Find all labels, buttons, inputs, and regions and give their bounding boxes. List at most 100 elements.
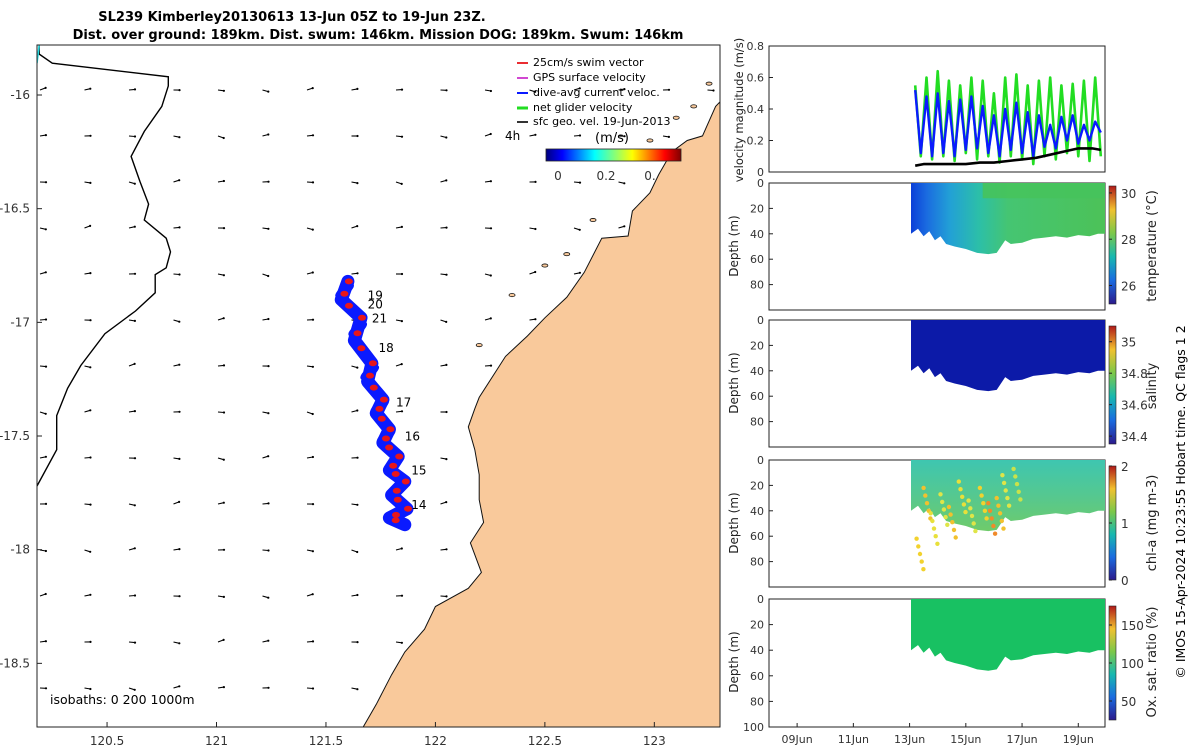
sfc-vector-head	[267, 686, 270, 689]
swim-vector	[389, 462, 398, 469]
sfc-geostrophic-vector-field	[39, 86, 715, 691]
sfc-vector-head	[89, 272, 92, 275]
sfc-vector-head	[400, 88, 404, 91]
sfc-vector-head	[133, 688, 136, 691]
depth-tick-label: 20	[750, 619, 764, 632]
temperature-colorbar-ticks: 26 28 30	[1109, 187, 1136, 293]
legend-dive-label: dive-avg current veloc.	[533, 86, 660, 99]
chl-sample	[973, 528, 978, 534]
chl-sample	[1005, 495, 1010, 501]
sfc-vector-head	[133, 88, 137, 91]
sfc-vector-head	[222, 274, 225, 277]
chl-sample	[921, 567, 926, 572]
temperature-ylabel: Depth (m)	[727, 215, 741, 276]
coastal-island	[705, 81, 713, 86]
sfc-vector-head	[489, 132, 492, 136]
speed-colorbar-tick-2: 0.	[644, 169, 655, 183]
copyright-label: © IMOS 15-Apr-2024 10:23:55 Hobart time.…	[1173, 325, 1188, 678]
sfc-vector-head	[44, 549, 48, 553]
depth-tick-label: 80	[750, 556, 764, 569]
sfc-vector-head	[178, 136, 181, 139]
time-tick-label: 09Jun	[782, 733, 813, 746]
legend-gps-label: GPS surface velocity	[533, 71, 646, 84]
chl-sample	[941, 507, 947, 512]
swim-vector	[386, 426, 395, 433]
sfc-vector-head	[267, 455, 270, 458]
sfc-vector-head	[356, 593, 359, 597]
speed-colorbar	[545, 148, 682, 162]
chl-sample	[999, 518, 1004, 524]
sfc-vector-head	[400, 594, 404, 597]
chl-sample	[1013, 474, 1018, 479]
sfc-vector-head	[44, 86, 47, 89]
sfc-vector-head	[44, 412, 47, 415]
sfc-vector-head	[667, 88, 671, 91]
chl-sample	[986, 501, 991, 506]
chlorophyll-y-axis: 0 20 40 60 80	[750, 454, 773, 569]
salinity-ylabel: Depth (m)	[727, 352, 741, 413]
sfc-vector-head	[311, 134, 315, 137]
map-x-tick-label: 121.5	[309, 734, 343, 748]
sfc-vector-head	[667, 135, 671, 138]
map-y-tick-label: -18	[10, 543, 30, 557]
map-y-tick-label: -17.5	[0, 429, 30, 443]
swim-vector	[366, 372, 374, 379]
swim-vector	[385, 444, 394, 451]
swim-vector	[369, 384, 378, 391]
coastline-land	[362, 101, 720, 727]
coastal-island	[508, 293, 516, 298]
coastal-island	[646, 138, 654, 143]
sfc-vector-head	[44, 134, 48, 137]
sfc-vector-head	[89, 366, 92, 369]
sfc-vector-head	[311, 550, 314, 553]
chl-sample	[991, 523, 996, 529]
sfc-vector-head	[400, 225, 403, 228]
chl-sample	[943, 514, 948, 520]
sfc-vector-head	[44, 502, 48, 505]
chl-sample	[968, 506, 973, 511]
sfc-vector-head	[311, 593, 314, 596]
map-x-tick-label: 123	[643, 734, 666, 748]
map-x-axis: 120.5 121 121.5 122 122.5 123	[90, 722, 666, 748]
sfc-vector-head	[445, 89, 448, 92]
coastal-island	[672, 115, 680, 120]
chlorophyll-colorbar-ticks: 0 1 2	[1109, 460, 1129, 588]
depth-tick-label: 0	[757, 314, 764, 327]
chl-sample	[917, 551, 923, 557]
chlorophyll-high-values	[914, 466, 1023, 572]
chl-sample	[919, 559, 924, 564]
day-label: 20	[368, 298, 383, 312]
chl-sample	[948, 512, 953, 517]
sfc-vector-head	[311, 455, 314, 459]
sfc-vector-head	[267, 639, 270, 642]
sfc-vector-head	[133, 272, 137, 275]
chlorophyll-section-fill	[911, 460, 1105, 532]
isobaths-label: isobaths: 0 200 1000m	[50, 692, 195, 707]
sfc-vector-head	[178, 226, 181, 229]
sfc-vector-head	[445, 410, 448, 414]
sfc-vector-head	[133, 135, 137, 138]
sfc-vector-head	[44, 228, 47, 231]
chl-sample	[921, 485, 926, 491]
sfc-vector-head	[356, 456, 359, 459]
sfc-vector-head	[44, 640, 48, 643]
sfc-vector-head	[89, 409, 92, 412]
sfc-vector-head	[222, 638, 225, 642]
swim-vector	[375, 405, 384, 412]
depth-tick-label: 20	[750, 339, 764, 352]
depth-tick-label: 20	[750, 479, 764, 492]
sfc-vector-head	[89, 134, 92, 137]
depth-tick-label: 60	[750, 530, 764, 543]
chl-sample	[946, 504, 952, 510]
coastal-island	[563, 252, 571, 257]
swim-vector	[353, 330, 362, 337]
salinity-colorbar	[1108, 325, 1117, 445]
velocity-y-axis: 0 0.2 0.4 0.6 0.8	[747, 40, 773, 179]
sfc-vector-head	[356, 366, 359, 369]
sfc-vector-head	[44, 455, 48, 458]
sfc-vector-head	[133, 362, 136, 365]
sfc-vector-head	[222, 548, 226, 551]
sfc-vector-head	[89, 687, 92, 691]
chl-sample	[984, 516, 989, 521]
